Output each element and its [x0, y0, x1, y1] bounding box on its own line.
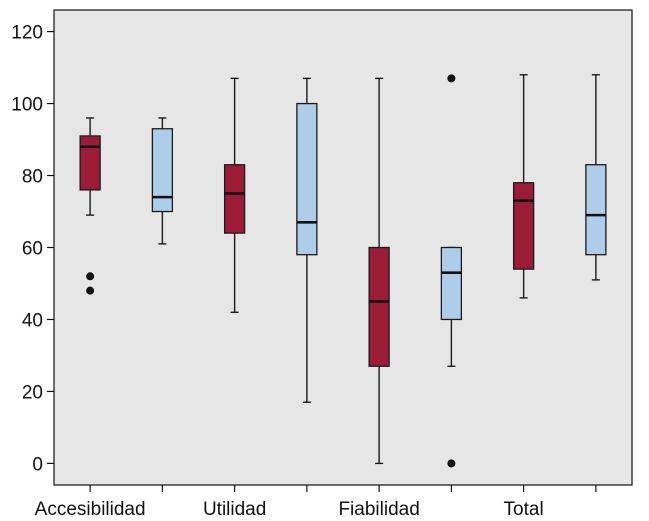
box-iqr — [79, 135, 101, 191]
box-iqr — [368, 246, 390, 367]
box-iqr — [585, 164, 607, 256]
outlier-point — [447, 74, 456, 83]
y-tick-label: 80 — [22, 167, 43, 188]
x-category-label: Fiabilidad — [338, 499, 419, 520]
y-tick-label: 40 — [22, 310, 43, 331]
box-iqr — [296, 102, 318, 256]
box-plot — [79, 117, 101, 295]
plot-background — [53, 9, 633, 486]
y-tick-label: 0 — [32, 454, 43, 475]
x-category-label: Total — [504, 499, 544, 520]
box-series — [79, 74, 607, 468]
box-iqr — [151, 128, 174, 213]
x-axis: Accesibilidad Utilidad Fiabilidad Total — [35, 485, 597, 520]
x-category-label: Accesibilidad — [35, 499, 146, 520]
y-tick-label: 60 — [22, 239, 43, 260]
outlier-point — [86, 286, 95, 295]
y-tick-label: 100 — [11, 95, 43, 116]
box-plot — [151, 117, 174, 245]
box-plot — [223, 77, 246, 313]
box-plot — [296, 77, 318, 403]
box-plot — [440, 74, 463, 468]
outlier-point — [86, 272, 95, 281]
outlier-point — [447, 459, 456, 468]
y-tick-label: 120 — [11, 23, 43, 44]
box-iqr — [512, 182, 535, 270]
box-iqr — [440, 246, 463, 321]
x-category-label: Utilidad — [203, 499, 266, 520]
box-plot — [512, 74, 535, 299]
box-plot — [368, 77, 390, 465]
box-iqr — [223, 164, 246, 234]
y-axis: 0 20 40 60 80 100 120 — [11, 23, 54, 475]
y-tick-label: 20 — [22, 382, 43, 403]
box-plot — [585, 74, 607, 281]
